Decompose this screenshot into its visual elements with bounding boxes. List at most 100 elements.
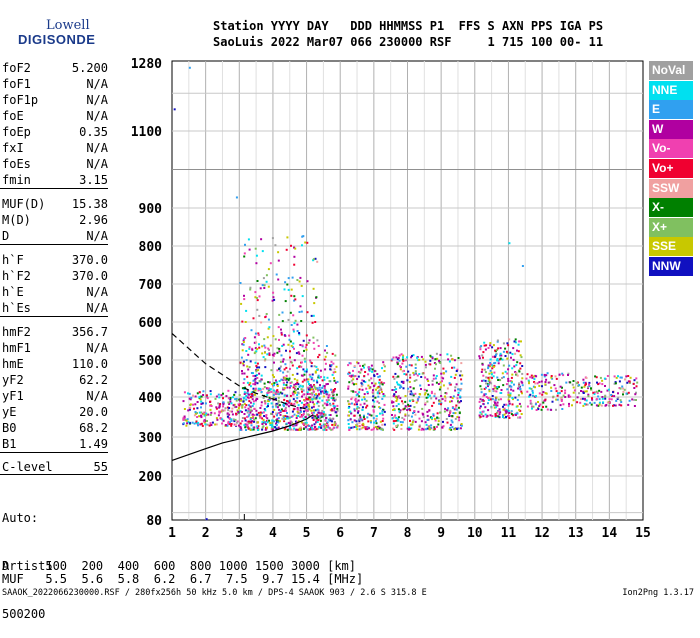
echo-point bbox=[588, 381, 591, 384]
echo-point bbox=[562, 403, 565, 406]
echo-point bbox=[275, 422, 277, 425]
echo-point bbox=[503, 403, 506, 406]
echo-point bbox=[564, 392, 567, 395]
echo-point bbox=[285, 248, 288, 251]
echo-point bbox=[378, 378, 381, 381]
echo-point bbox=[318, 397, 321, 400]
echo-point bbox=[357, 370, 360, 373]
echo-point bbox=[222, 401, 225, 404]
echo-point bbox=[265, 387, 268, 390]
echo-point bbox=[634, 393, 637, 396]
echo-point bbox=[327, 395, 330, 397]
echo-point bbox=[284, 334, 287, 337]
echo-point bbox=[426, 419, 429, 421]
echo-point bbox=[598, 382, 601, 385]
echo-point bbox=[368, 387, 371, 390]
echo-point bbox=[306, 378, 308, 381]
echo-point bbox=[409, 409, 412, 412]
echo-point bbox=[457, 406, 460, 409]
echo-point bbox=[414, 372, 417, 375]
echo-point bbox=[305, 396, 308, 399]
echo-point bbox=[271, 353, 274, 356]
echo-point bbox=[458, 412, 461, 415]
echo-point bbox=[456, 368, 459, 371]
echo-point bbox=[480, 388, 483, 391]
echo-point bbox=[208, 424, 211, 427]
echo-point bbox=[392, 427, 394, 430]
echo-point bbox=[271, 427, 274, 429]
echo-point bbox=[291, 392, 294, 395]
echo-point bbox=[334, 411, 337, 414]
echo-point bbox=[397, 416, 400, 419]
echo-point bbox=[580, 386, 583, 389]
param-name: B1 bbox=[2, 437, 17, 451]
echo-point bbox=[480, 413, 483, 416]
echo-point bbox=[456, 397, 459, 400]
echo-point bbox=[296, 330, 299, 332]
echo-point bbox=[209, 413, 212, 416]
echo-point bbox=[316, 408, 319, 411]
echo-point bbox=[423, 393, 426, 396]
echo-point bbox=[427, 384, 430, 386]
echo-point bbox=[504, 370, 507, 373]
echo-point bbox=[352, 369, 354, 372]
echo-point bbox=[531, 391, 534, 394]
echo-point bbox=[532, 405, 535, 408]
echo-point bbox=[231, 407, 234, 410]
echo-point bbox=[516, 405, 519, 408]
echo-point bbox=[273, 391, 276, 394]
echo-point bbox=[234, 398, 237, 401]
echo-point bbox=[427, 393, 430, 396]
echo-point bbox=[493, 400, 496, 403]
echo-point bbox=[247, 420, 250, 423]
echo-point bbox=[442, 372, 445, 375]
echo-point bbox=[252, 375, 255, 377]
echo-point bbox=[593, 393, 596, 396]
echo-point bbox=[307, 388, 310, 391]
echo-point bbox=[293, 359, 296, 362]
echo-point bbox=[253, 336, 256, 339]
echo-point bbox=[272, 291, 275, 294]
echo-point bbox=[508, 417, 511, 419]
echo-point bbox=[541, 385, 543, 388]
echo-point bbox=[322, 385, 325, 388]
echo-point bbox=[325, 393, 328, 396]
echo-point bbox=[538, 384, 541, 387]
echo-point bbox=[300, 410, 302, 413]
echo-point bbox=[479, 348, 482, 351]
echo-point bbox=[274, 379, 277, 382]
echo-point bbox=[332, 402, 335, 405]
echo-point bbox=[274, 397, 277, 400]
echo-point bbox=[282, 383, 285, 386]
echo-point bbox=[496, 340, 499, 343]
echo-point bbox=[260, 391, 263, 393]
echo-point bbox=[280, 333, 283, 336]
echo-point bbox=[283, 288, 286, 291]
echo-point bbox=[244, 386, 247, 389]
param-name: foE bbox=[2, 109, 24, 123]
echo-point bbox=[330, 409, 333, 412]
echo-point bbox=[215, 395, 218, 398]
echo-point bbox=[309, 393, 311, 395]
echo-point bbox=[271, 383, 274, 386]
echo-point bbox=[259, 411, 262, 414]
echo-point bbox=[499, 392, 502, 394]
echo-point bbox=[392, 422, 395, 425]
echo-point bbox=[448, 414, 451, 416]
echo-point bbox=[363, 363, 366, 366]
echo-point bbox=[267, 268, 270, 271]
echo-point bbox=[429, 427, 432, 430]
echo-point bbox=[264, 409, 267, 412]
echo-point bbox=[505, 350, 508, 353]
echo-point bbox=[491, 367, 494, 370]
echo-point bbox=[489, 365, 491, 368]
echo-point bbox=[262, 419, 265, 421]
echo-point bbox=[334, 354, 337, 357]
echo-point bbox=[405, 373, 408, 376]
echo-point bbox=[249, 401, 252, 404]
echo-point bbox=[398, 410, 401, 413]
echo-point bbox=[445, 418, 448, 420]
echo-point bbox=[366, 391, 369, 393]
echo-point bbox=[182, 417, 185, 420]
echo-point bbox=[521, 265, 524, 267]
